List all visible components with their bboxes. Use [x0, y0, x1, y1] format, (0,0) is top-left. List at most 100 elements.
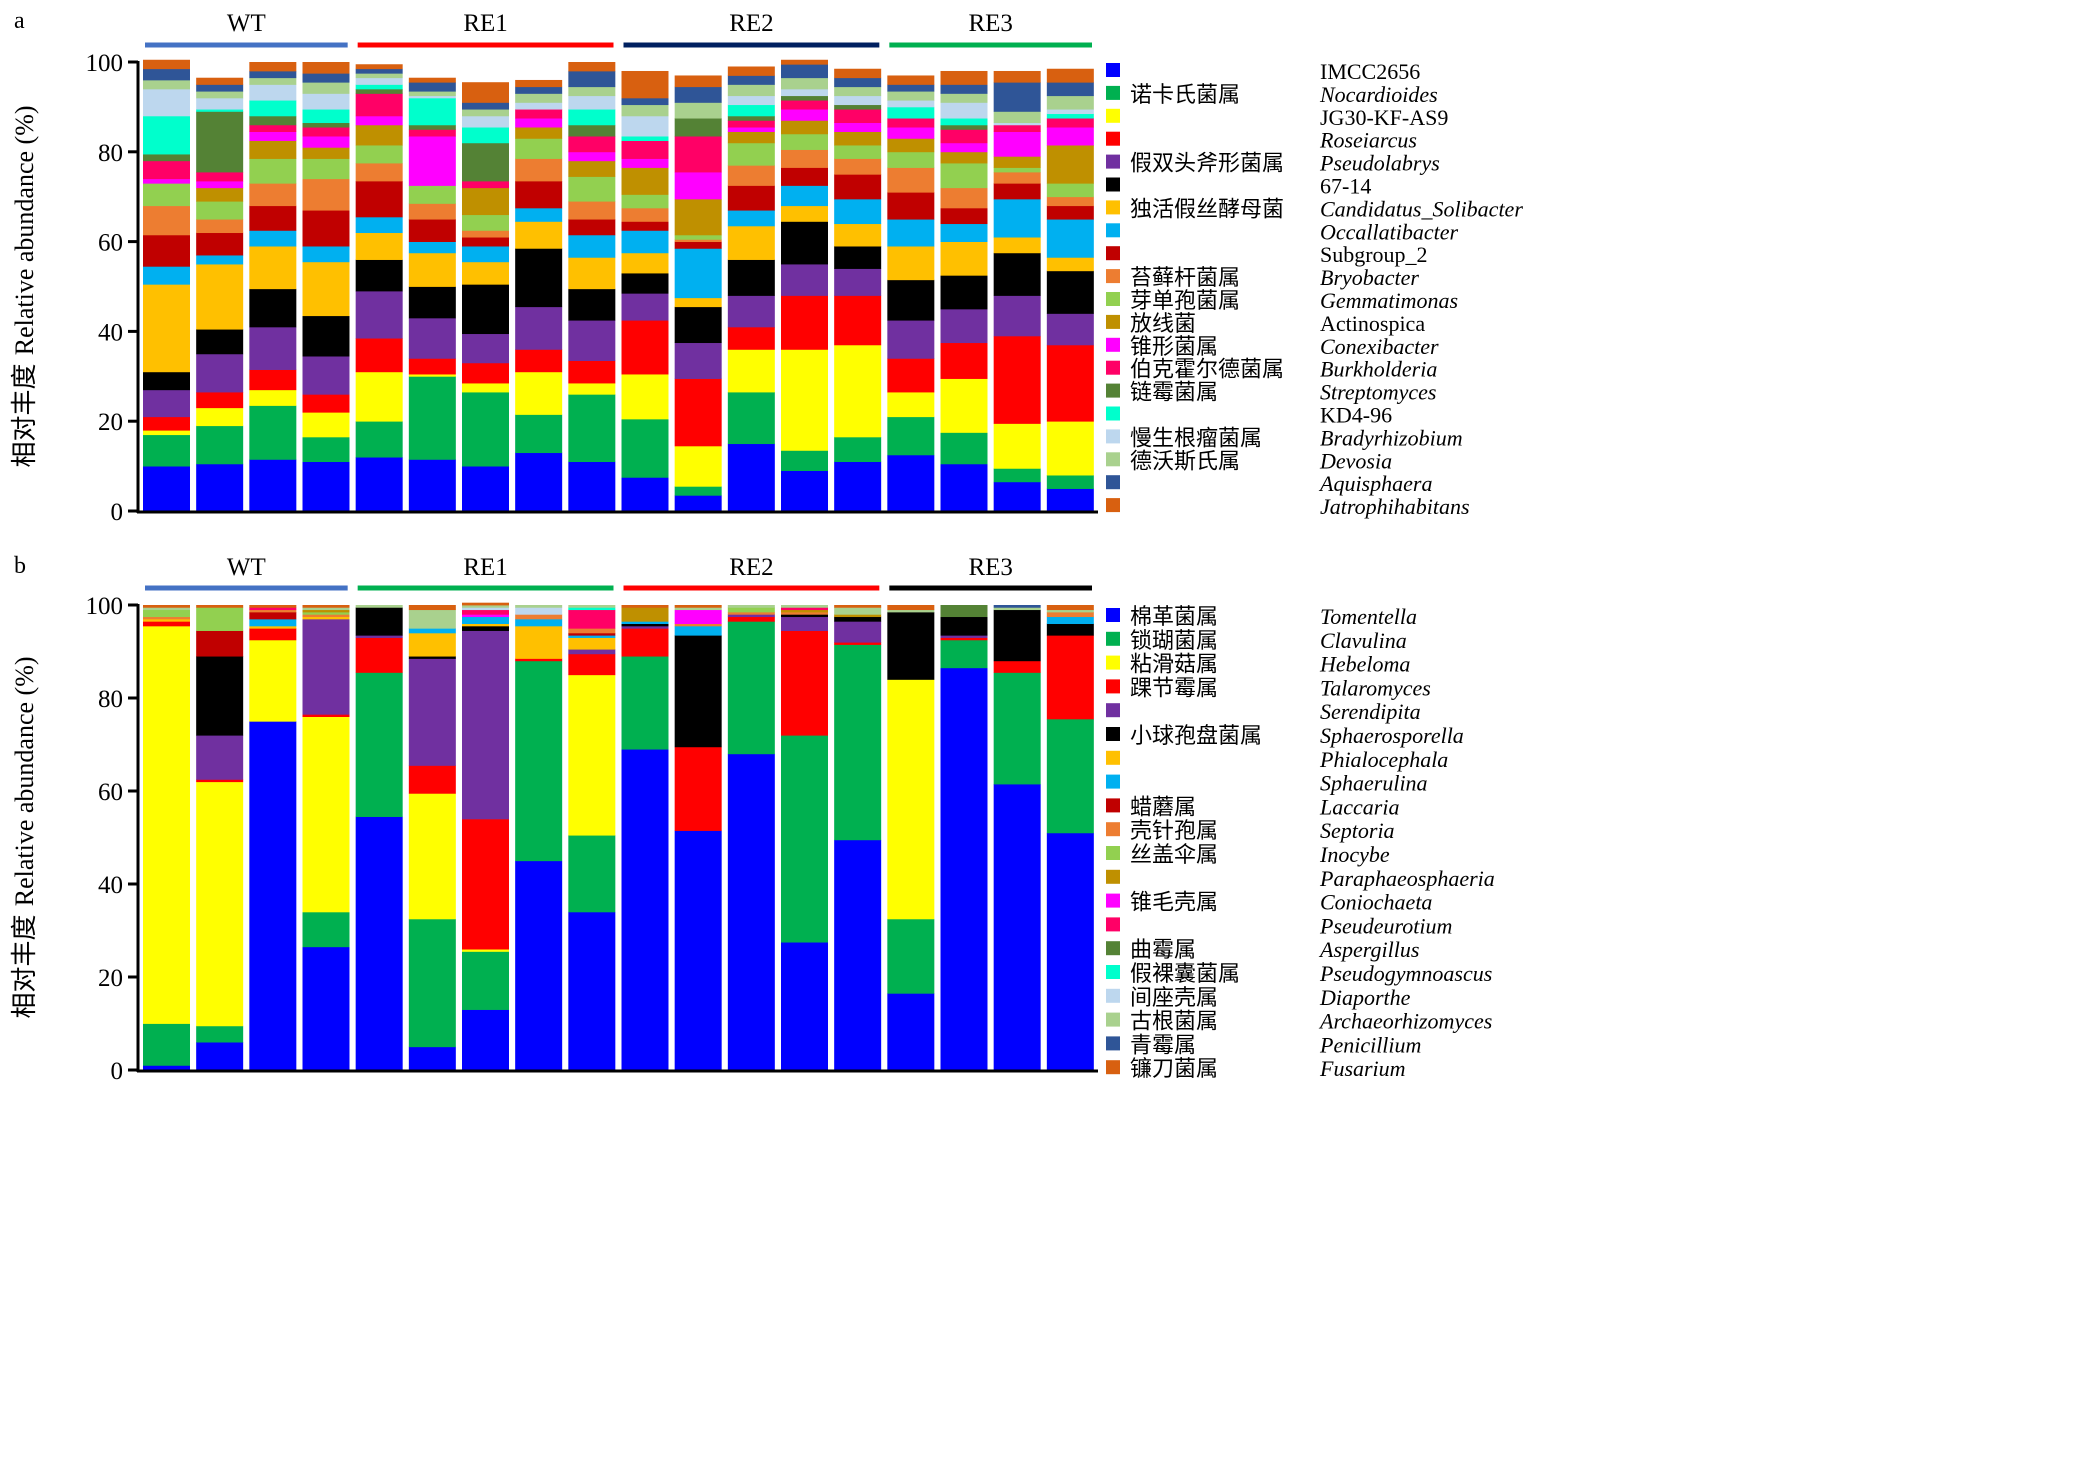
bar-segment: [1046, 196, 1094, 207]
bar-segment: [727, 84, 775, 97]
bar-segment: [727, 225, 775, 260]
legend-label-en: Fusarium: [1319, 1056, 1406, 1081]
bar-segment: [408, 376, 456, 460]
legend-swatch: [1106, 452, 1120, 467]
bar-segment: [408, 1046, 456, 1071]
bar-segment: [355, 93, 403, 117]
bar-segment: [196, 656, 244, 736]
bar-segment: [887, 279, 935, 321]
bar-segment: [940, 142, 988, 153]
bar-segment: [834, 461, 882, 512]
bar-segment: [940, 432, 988, 465]
bar-segment: [781, 611, 828, 615]
bar-segment: [1046, 109, 1094, 115]
legend-label-en: Burkholderia: [1320, 357, 1437, 382]
legend-label-cn: 慢生根瘤菌属: [1130, 426, 1262, 451]
legend-label-cn: 小球孢盘菌属: [1130, 724, 1262, 749]
legend-swatch: [1106, 269, 1120, 284]
bar-segment: [1046, 270, 1094, 314]
bar-segment: [143, 618, 190, 622]
bar-segment: [249, 246, 297, 290]
bar-segment: [143, 621, 190, 627]
legend-swatch: [1106, 498, 1120, 513]
legend-swatch: [1106, 1060, 1120, 1075]
bar-segment: [196, 219, 244, 234]
bar-segment: [834, 158, 882, 175]
bar-segment: [834, 268, 882, 296]
bar-segment: [727, 326, 775, 350]
bar-segment: [940, 102, 988, 119]
bar-segment: [568, 95, 616, 110]
bar-segment: [355, 607, 403, 636]
bar-segment: [727, 392, 775, 445]
legend-swatch: [1106, 679, 1120, 694]
bar-segment: [621, 623, 669, 627]
y-axis-label-cn: 相对丰度: [10, 906, 40, 1018]
bar-segment: [621, 221, 669, 231]
bar-segment: [462, 142, 509, 182]
bar-segment: [515, 452, 563, 512]
bar-segment: [302, 607, 350, 611]
legend-label-cn: 曲霉属: [1130, 938, 1196, 963]
legend-label-en: Streptomyces: [1320, 380, 1436, 405]
bar-segment: [887, 993, 935, 1071]
bar-segment: [355, 88, 403, 94]
bar-segment: [196, 463, 244, 512]
legend-swatch: [1106, 893, 1120, 908]
bar-segment: [887, 127, 935, 139]
figure: a 相对丰度 Relative abundance (%) 0 20 40 60 80 100…: [10, 8, 1523, 1085]
legend-swatch: [1106, 200, 1120, 215]
y-tick-label: 60: [98, 779, 123, 806]
legend-swatch: [1106, 846, 1120, 860]
bar-segment: [408, 317, 456, 359]
bar-segment: [834, 104, 882, 110]
bar-segment: [940, 187, 988, 209]
bar-segment: [621, 374, 669, 420]
bar-segment: [940, 151, 988, 164]
bar-segment: [302, 147, 350, 159]
bar-segment: [249, 639, 297, 722]
bar-segment: [887, 918, 935, 994]
bar-segment: [621, 656, 669, 750]
bar-segment: [462, 466, 509, 512]
bar-segment: [196, 187, 244, 202]
bar-segment: [143, 79, 190, 90]
legend-swatch: [1106, 798, 1120, 813]
bar-segment: [727, 753, 775, 1071]
legend-label-en: Talaromyces: [1320, 675, 1431, 700]
bar-segment: [568, 835, 616, 913]
bar-segment: [621, 115, 669, 137]
bar-segment: [834, 344, 882, 438]
bar-segment: [940, 241, 988, 276]
bar-segment: [621, 293, 669, 321]
bar-segment: [1046, 313, 1094, 346]
bar-segment: [887, 84, 935, 92]
bar-segment: [408, 241, 456, 254]
bar-segment: [834, 77, 882, 88]
bar-segment: [1046, 488, 1094, 512]
bar-segment: [993, 468, 1041, 483]
panel-letter: b: [14, 553, 26, 579]
bar-segment: [196, 264, 244, 330]
legend-swatch: [1106, 774, 1120, 789]
bar-segment: [355, 64, 403, 70]
bar-segment: [568, 219, 616, 236]
bar-segment: [1046, 623, 1094, 636]
bar-segment: [143, 266, 190, 285]
bar-segment: [249, 389, 297, 406]
panel-letter: a: [14, 8, 25, 34]
bar-segment: [196, 255, 244, 265]
bar-segment: [143, 434, 190, 467]
bar-segment: [834, 614, 882, 618]
bar-segment: [834, 607, 882, 615]
bar-segment: [674, 306, 722, 344]
y-tick-label: 0: [111, 499, 124, 526]
bar-segment: [143, 605, 190, 608]
bar-segment: [940, 635, 988, 638]
bar-segment: [674, 605, 722, 608]
bar-segment: [302, 461, 350, 512]
bar-segment: [727, 115, 775, 121]
bar-segment: [408, 765, 456, 794]
bar-segment: [940, 223, 988, 242]
bar-segment: [568, 62, 616, 72]
